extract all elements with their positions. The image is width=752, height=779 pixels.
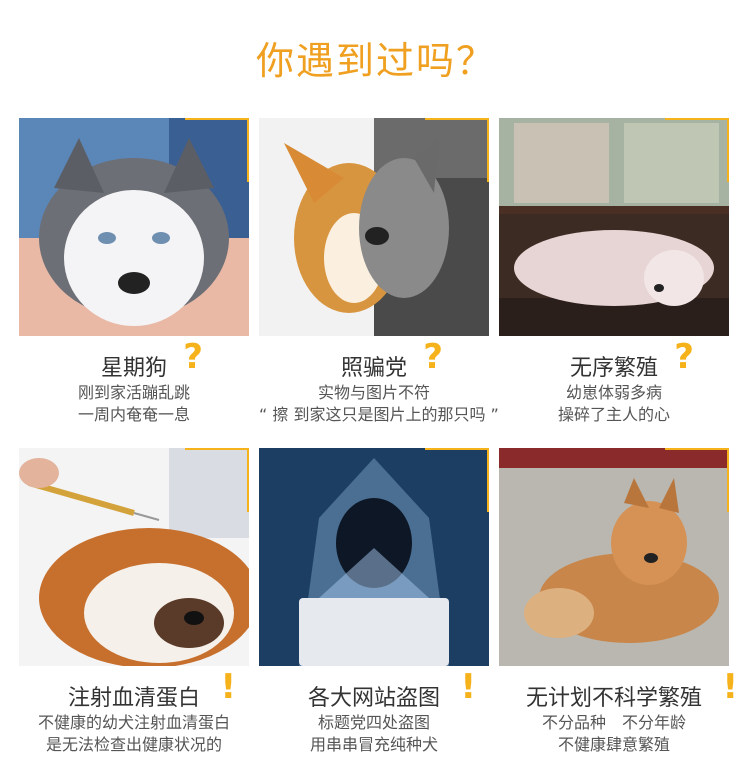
card-text: 标题党四处盗图 bbox=[317, 713, 430, 732]
exclamation-mark-icon: ! bbox=[722, 667, 738, 707]
problem-card: 照骗党 ? 实物与图片不符 “ 擦 到家这只是图片上的那只吗 ” bbox=[259, 118, 499, 426]
card-text: 幼崽体弱多病 bbox=[565, 383, 662, 402]
exclamation-mark-icon: ! bbox=[460, 667, 476, 707]
card-title: 注射血清蛋白 bbox=[67, 686, 200, 711]
exclamation-mark-icon: ! bbox=[220, 667, 236, 707]
card-title: 各大网站盗图 bbox=[307, 686, 440, 711]
card-text: 不分品种 不分年龄 bbox=[541, 713, 686, 732]
card-text: 不健康的幼犬注射血清蛋白 bbox=[37, 713, 230, 732]
card-title: 无序繁殖 bbox=[569, 356, 658, 381]
card-text: 实物与图片不符 bbox=[317, 383, 430, 402]
problem-card: 无序繁殖 ? 幼崽体弱多病 操碎了主人的心 bbox=[499, 118, 729, 426]
card-text: 操碎了主人的心 bbox=[557, 405, 670, 424]
corgi-comparison-photo bbox=[259, 118, 489, 336]
problem-card: 无计划不科学繁殖 ! 不分品种 不分年龄 不健康肆意繁殖 bbox=[499, 448, 738, 756]
page-title: 你遇到过吗？ bbox=[255, 39, 496, 83]
problem-card: 各大网站盗图 ! 标题党四处盗图 用串串冒充纯种犬 bbox=[259, 448, 489, 756]
pomeranian-photo bbox=[499, 448, 729, 666]
card-text: 不健康肆意繁殖 bbox=[557, 735, 670, 754]
question-mark-icon: ? bbox=[183, 337, 203, 377]
card-text: 是无法检查出健康状况的 bbox=[45, 735, 222, 754]
card-title: 星期狗 bbox=[100, 356, 167, 381]
question-mark-icon: ? bbox=[423, 337, 443, 377]
problem-card: 注射血清蛋白 ! 不健康的幼犬注射血清蛋白 是无法检查出健康状况的 bbox=[19, 448, 249, 756]
card-title: 无计划不科学繁殖 bbox=[525, 686, 702, 711]
pekingese-injection-photo bbox=[19, 448, 249, 666]
hacker-laptop-photo bbox=[259, 448, 489, 666]
card-title: 照骗党 bbox=[340, 356, 407, 381]
card-text: 一周内奄奄一息 bbox=[77, 405, 190, 424]
sick-dog-photo bbox=[499, 118, 729, 336]
card-text: “ 擦 到家这只是图片上的那只吗 ” bbox=[259, 405, 499, 424]
husky-puppy-photo bbox=[19, 118, 249, 336]
card-text: 刚到家活蹦乱跳 bbox=[77, 383, 190, 402]
question-mark-icon: ? bbox=[674, 337, 694, 377]
card-text: 用串串冒充纯种犬 bbox=[309, 735, 438, 754]
problem-card: 星期狗 ? 刚到家活蹦乱跳 一周内奄奄一息 bbox=[19, 118, 249, 426]
